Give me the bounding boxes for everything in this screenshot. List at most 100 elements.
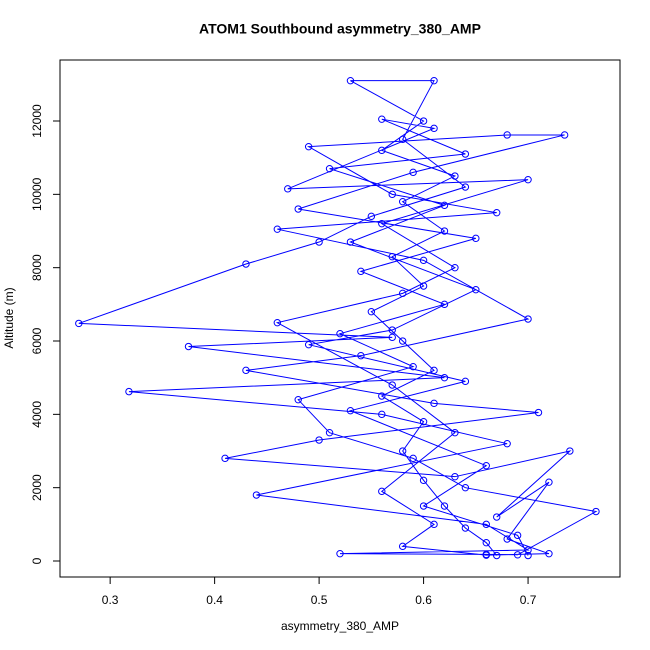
data-point bbox=[482, 551, 490, 559]
data-point bbox=[545, 549, 553, 558]
data-point bbox=[419, 476, 428, 485]
data-point bbox=[419, 502, 428, 510]
data-point bbox=[388, 326, 396, 334]
data-point bbox=[482, 520, 490, 529]
data-point bbox=[252, 491, 261, 499]
data-point bbox=[545, 478, 553, 486]
chart-title: ATOM1 Southbound asymmetry_380_AMP bbox=[199, 21, 481, 37]
data-point bbox=[451, 263, 459, 272]
y-tick-label: 0 bbox=[30, 557, 44, 564]
data-point bbox=[440, 227, 449, 235]
data-point bbox=[378, 410, 386, 419]
data-point bbox=[304, 142, 313, 151]
data-line bbox=[78, 80, 598, 556]
x-tick-label: 0.6 bbox=[415, 593, 432, 607]
data-point bbox=[451, 428, 459, 437]
data-point bbox=[221, 454, 229, 463]
y-tick-label: 8000 bbox=[30, 254, 44, 281]
data-point bbox=[184, 342, 193, 351]
data-point bbox=[560, 131, 569, 139]
data-point bbox=[513, 551, 522, 559]
data-point bbox=[398, 447, 407, 455]
data-point bbox=[336, 549, 344, 558]
data-point bbox=[503, 439, 511, 448]
data-point bbox=[440, 300, 449, 309]
data-point bbox=[273, 318, 282, 327]
data-point bbox=[451, 472, 459, 481]
data-point bbox=[367, 307, 376, 316]
data-point bbox=[346, 76, 355, 85]
data-point bbox=[461, 483, 470, 492]
data-point bbox=[430, 366, 438, 375]
y-tick-label: 6000 bbox=[30, 327, 44, 354]
data-point bbox=[346, 406, 355, 415]
data-point bbox=[409, 168, 417, 177]
data-point bbox=[524, 551, 532, 560]
data-point bbox=[440, 373, 449, 382]
data-point bbox=[378, 392, 386, 400]
data-point bbox=[378, 146, 386, 155]
data-point bbox=[440, 502, 449, 510]
y-tick-label: 4000 bbox=[30, 401, 44, 428]
data-point bbox=[242, 260, 250, 268]
data-point bbox=[346, 238, 355, 246]
data-point bbox=[336, 329, 344, 338]
data-point bbox=[440, 201, 449, 210]
data-point bbox=[461, 183, 470, 191]
data-point bbox=[419, 256, 428, 265]
y-tick-label: 10000 bbox=[30, 177, 44, 211]
data-point bbox=[430, 124, 438, 133]
data-point bbox=[388, 333, 396, 342]
data-point bbox=[388, 252, 396, 261]
data-point bbox=[357, 351, 365, 360]
x-tick-label: 0.7 bbox=[520, 593, 537, 607]
data-point bbox=[513, 531, 522, 540]
data-point bbox=[409, 454, 417, 463]
data-point bbox=[242, 366, 250, 375]
data-point bbox=[315, 436, 323, 444]
data-point bbox=[461, 524, 470, 532]
y-tick-label: 2000 bbox=[30, 474, 44, 501]
data-point bbox=[524, 175, 532, 184]
data-point bbox=[75, 319, 83, 328]
data-point bbox=[503, 131, 511, 139]
data-point bbox=[284, 185, 292, 193]
data-point bbox=[315, 238, 323, 246]
data-point bbox=[493, 551, 501, 560]
data-point bbox=[461, 150, 470, 158]
data-point bbox=[398, 337, 407, 345]
data-point bbox=[482, 538, 490, 547]
data-point bbox=[534, 408, 543, 417]
x-tick-label: 0.3 bbox=[102, 593, 119, 607]
data-point bbox=[125, 387, 133, 396]
data-point bbox=[451, 172, 459, 180]
data-point bbox=[378, 115, 386, 123]
y-tick-label: 12000 bbox=[30, 104, 44, 138]
data-point bbox=[493, 513, 501, 521]
plot-frame bbox=[59, 59, 621, 578]
data-point bbox=[430, 520, 438, 529]
data-point bbox=[409, 362, 417, 371]
data-point bbox=[388, 381, 396, 389]
data-point bbox=[461, 377, 470, 386]
data-point bbox=[419, 117, 428, 125]
data-point bbox=[325, 428, 334, 437]
x-tick-label: 0.5 bbox=[311, 593, 328, 607]
data-point bbox=[419, 417, 428, 426]
data-point bbox=[398, 289, 407, 298]
data-point bbox=[378, 219, 386, 228]
data-point bbox=[524, 315, 532, 323]
data-point bbox=[294, 395, 302, 404]
data-point bbox=[378, 487, 386, 496]
y-axis-label: Altitude (m) bbox=[2, 287, 16, 348]
x-axis-label: asymmetry_380_AMP bbox=[281, 619, 399, 633]
data-point bbox=[273, 225, 282, 233]
data-point bbox=[398, 135, 407, 144]
data-point bbox=[367, 212, 376, 221]
data-point bbox=[493, 208, 501, 217]
data-point bbox=[592, 507, 600, 516]
data-point bbox=[472, 234, 480, 243]
data-point bbox=[430, 76, 438, 85]
data-point bbox=[398, 197, 407, 206]
